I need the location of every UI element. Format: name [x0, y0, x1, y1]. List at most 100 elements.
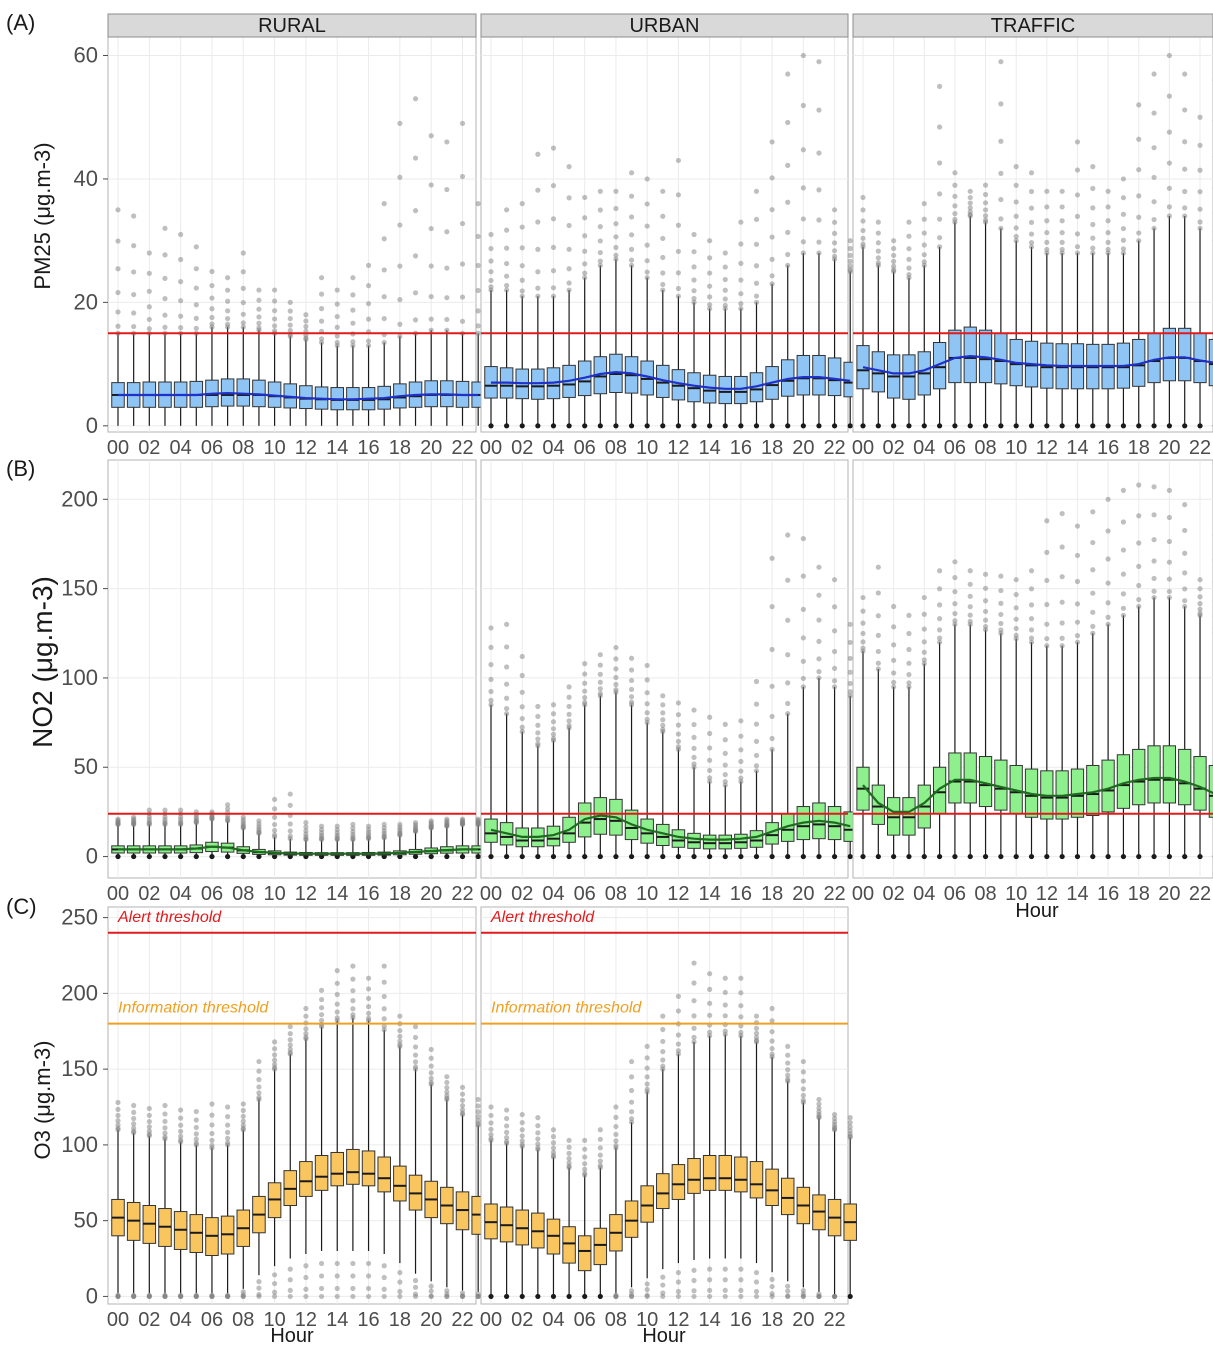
outlier-point-zero [1105, 423, 1111, 429]
x-tick-label: 02 [138, 1309, 160, 1331]
outlier-point [115, 266, 121, 272]
outlier-point [146, 807, 152, 813]
outlier-point [800, 250, 806, 256]
outlier-point [998, 600, 1004, 606]
outlier-point [613, 252, 619, 258]
box-b-traffic-09 [994, 573, 1008, 860]
outlier-point [785, 652, 791, 658]
outlier-point [146, 1128, 152, 1134]
iqr-box [963, 326, 977, 384]
outlier-point [660, 254, 666, 261]
outlier-point [566, 703, 572, 710]
y-tick-label: 50 [74, 754, 98, 779]
box-b-urban-01 [499, 621, 514, 860]
outlier-point [444, 1074, 450, 1080]
outlier-point [1182, 71, 1188, 77]
outlier-point-zero [722, 423, 728, 429]
outlier-point [628, 193, 635, 199]
outlier-point [1044, 246, 1050, 253]
outlier-point [707, 238, 713, 244]
outlier-point [350, 339, 356, 345]
outlier-point [860, 639, 866, 645]
outlier-point [303, 318, 309, 324]
outlier-point [162, 296, 168, 302]
box-a-rural-17 [377, 201, 391, 426]
outlier-point [504, 1107, 510, 1113]
outlier-point [847, 639, 853, 646]
outlier-point [722, 989, 728, 996]
outlier-point [1182, 205, 1188, 211]
outlier-point [178, 1133, 184, 1139]
row-label-b: (B) [6, 456, 35, 481]
outlier-point [691, 745, 697, 751]
outlier-point [831, 1111, 838, 1118]
outlier-point-zero [1059, 423, 1065, 429]
x-tick-label: 00 [852, 437, 874, 459]
outlier-point-zero [982, 423, 989, 429]
outlier-point [707, 986, 713, 992]
outlier-point [722, 762, 728, 768]
outlier-point [1013, 213, 1019, 219]
outlier-point [566, 222, 572, 229]
outlier-point [1028, 240, 1035, 246]
outlier-point [875, 666, 881, 672]
box-c-rural-03 [158, 1102, 172, 1300]
outlier-point-low [334, 1285, 340, 1292]
outlier-point [597, 652, 603, 658]
outlier-point [582, 261, 588, 267]
outlier-point [131, 1121, 137, 1127]
outlier-point-low [785, 1283, 791, 1289]
outlier-point [397, 174, 403, 180]
outlier-point-low [691, 1288, 697, 1294]
outlier-point [1151, 575, 1157, 582]
outlier-point [921, 649, 927, 655]
outlier-point [162, 1118, 168, 1125]
outlier-point [193, 302, 199, 308]
outlier-point [628, 214, 635, 220]
outlier-point-zero [707, 853, 713, 860]
outlier-point [381, 294, 387, 300]
outlier-point [428, 327, 434, 333]
outlier-point [660, 710, 666, 716]
outlier-point [707, 778, 713, 785]
outlier-point [350, 307, 356, 313]
outlier-point [566, 1156, 572, 1162]
box-c-urban-15 [718, 975, 733, 1300]
x-tick-label: 12 [667, 883, 689, 905]
outlier-point-low [660, 1282, 666, 1288]
outlier-point [115, 309, 121, 315]
outlier-point [381, 339, 387, 346]
x-tick-label: 10 [263, 1309, 285, 1331]
outlier-point [597, 249, 603, 256]
outlier-point [816, 217, 822, 223]
x-tick-label: 18 [1128, 883, 1150, 905]
outlier-point [397, 1027, 403, 1034]
outlier-point-low [256, 1285, 262, 1291]
outlier-point [397, 1038, 403, 1044]
outlier-point [318, 1017, 325, 1024]
outlier-point [952, 203, 958, 209]
iqr-box [718, 834, 733, 850]
outlier-point [193, 1108, 199, 1115]
y-tick-label: 0 [86, 844, 98, 869]
outlier-point [550, 735, 557, 742]
outlier-point [597, 188, 603, 194]
outlier-point-zero [613, 423, 619, 429]
outlier-point-low [428, 1283, 434, 1289]
outlier-point [906, 612, 912, 619]
outlier-point-zero [769, 423, 775, 429]
box-a-urban-20 [796, 52, 811, 429]
outlier-point [1151, 588, 1157, 594]
outlier-point [162, 324, 168, 330]
outlier-point [225, 321, 231, 327]
outlier-point [691, 1013, 697, 1019]
outlier-point [1136, 238, 1142, 244]
outlier-point [613, 674, 619, 681]
box-b-urban-12 [671, 700, 686, 860]
outlier-point-zero [1151, 853, 1157, 860]
outlier-point [146, 304, 152, 310]
iqr-box [330, 1151, 344, 1187]
